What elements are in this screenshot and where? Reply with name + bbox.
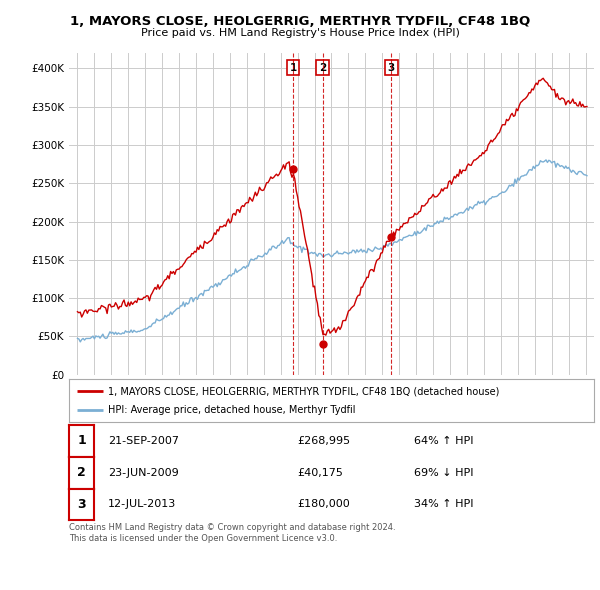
Text: 3: 3	[77, 498, 86, 511]
Text: Contains HM Land Registry data © Crown copyright and database right 2024.
This d: Contains HM Land Registry data © Crown c…	[69, 523, 395, 543]
Text: 64% ↑ HPI: 64% ↑ HPI	[414, 436, 473, 445]
Text: 21-SEP-2007: 21-SEP-2007	[108, 436, 179, 445]
Text: HPI: Average price, detached house, Merthyr Tydfil: HPI: Average price, detached house, Mert…	[109, 405, 356, 415]
Text: 12-JUL-2013: 12-JUL-2013	[108, 500, 176, 509]
Text: 1: 1	[289, 63, 296, 73]
Text: 34% ↑ HPI: 34% ↑ HPI	[414, 500, 473, 509]
Text: £180,000: £180,000	[297, 500, 350, 509]
Text: 1: 1	[77, 434, 86, 447]
Text: £40,175: £40,175	[297, 468, 343, 477]
Text: 2: 2	[77, 466, 86, 479]
Text: 2: 2	[319, 63, 326, 73]
Text: 69% ↓ HPI: 69% ↓ HPI	[414, 468, 473, 477]
Text: 1, MAYORS CLOSE, HEOLGERRIG, MERTHYR TYDFIL, CF48 1BQ (detached house): 1, MAYORS CLOSE, HEOLGERRIG, MERTHYR TYD…	[109, 386, 500, 396]
Text: Price paid vs. HM Land Registry's House Price Index (HPI): Price paid vs. HM Land Registry's House …	[140, 28, 460, 38]
Text: 23-JUN-2009: 23-JUN-2009	[108, 468, 179, 477]
Text: 3: 3	[388, 63, 395, 73]
Text: 1, MAYORS CLOSE, HEOLGERRIG, MERTHYR TYDFIL, CF48 1BQ: 1, MAYORS CLOSE, HEOLGERRIG, MERTHYR TYD…	[70, 15, 530, 28]
Text: £268,995: £268,995	[297, 436, 350, 445]
